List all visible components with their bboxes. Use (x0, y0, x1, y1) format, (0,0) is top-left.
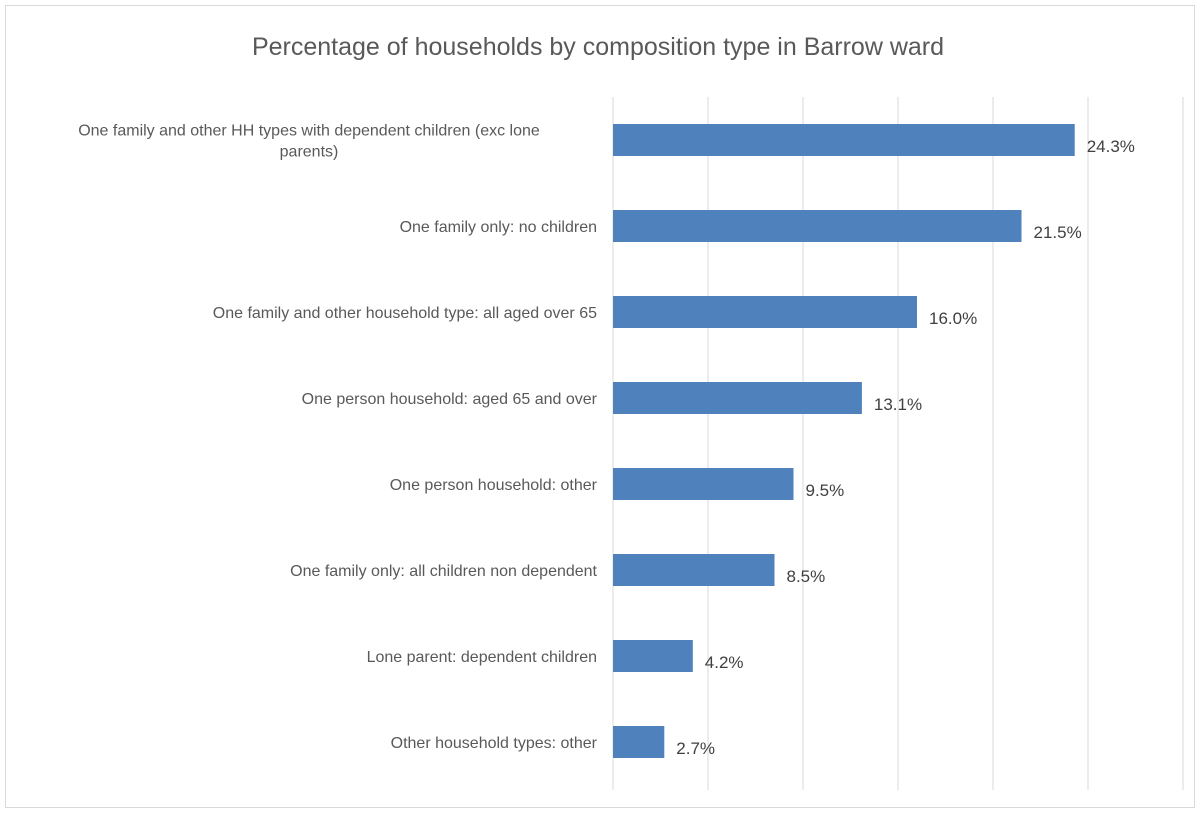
category-label-line: One family and other HH types with depen… (78, 123, 540, 140)
category-label: One person household: aged 65 and over (302, 391, 598, 408)
category-label: One family and other HH types with depen… (78, 123, 540, 161)
bar (613, 468, 794, 500)
category-labels: One family and other HH types with depen… (78, 123, 597, 753)
bar (613, 296, 917, 328)
category-label-line: parents) (280, 144, 339, 161)
category-label: One person household: other (390, 477, 598, 494)
gridlines (612, 97, 1184, 790)
bar-value-label: 2.7% (676, 739, 715, 758)
data-labels: 24.3% 21.5% 16.0% 13.1% 9.5% 8.5% 4.2% 2.7% (676, 137, 1135, 758)
category-label: Lone parent: dependent children (367, 649, 597, 666)
category-label: Other household types: other (391, 735, 598, 752)
bar-value-label: 24.3% (1087, 137, 1135, 156)
bar-value-label: 21.5% (1034, 223, 1082, 242)
bars (613, 124, 1075, 758)
bar-value-label: 8.5% (787, 567, 826, 586)
bar-value-label: 4.2% (705, 653, 744, 672)
bar (613, 210, 1022, 242)
bar (613, 640, 693, 672)
bar-value-label: 9.5% (806, 481, 845, 500)
chart-title: Percentage of households by composition … (252, 33, 944, 61)
bar (613, 124, 1075, 156)
bar (613, 726, 665, 758)
bar-value-label: 13.1% (874, 395, 922, 414)
bar-value-label: 16.0% (929, 309, 977, 328)
category-label: One family and other household type: all… (213, 305, 597, 322)
category-label: One family only: all children non depend… (290, 563, 597, 580)
bar (613, 554, 775, 586)
bar (613, 382, 862, 414)
category-label: One family only: no children (400, 219, 597, 236)
